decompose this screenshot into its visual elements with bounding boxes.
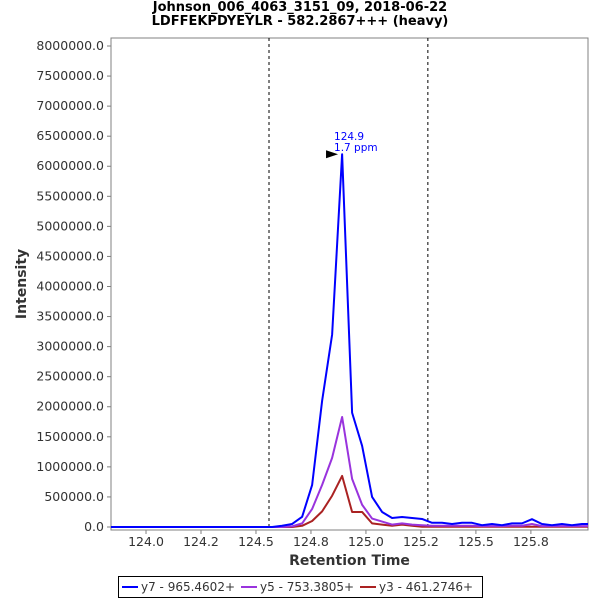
y-tick-label: 5000000.0 — [36, 218, 104, 233]
y-tick-label: 1000000.0 — [36, 459, 104, 474]
x-tick-label: 125.0 — [348, 534, 384, 549]
x-tick-label: 124.5 — [238, 534, 274, 549]
y-tick-label: 500000.0 — [44, 489, 104, 504]
y-tick-label: 6500000.0 — [36, 128, 104, 143]
x-tick-label: 124.2 — [183, 534, 219, 549]
x-axis-label: Retention Time — [289, 553, 410, 569]
y-tick-label: 4500000.0 — [36, 248, 104, 263]
x-tick-label: 125.8 — [513, 534, 549, 549]
y-axis-label: Intensity — [14, 249, 30, 319]
y-tick-label: 2000000.0 — [36, 399, 104, 414]
plot-frame — [110, 37, 589, 531]
y-tick-label: 3000000.0 — [36, 339, 104, 354]
x-tick-label: 125.2 — [403, 534, 439, 549]
legend-item: y7 - 965.4602+ — [122, 580, 235, 594]
y-tick-label: 5500000.0 — [36, 188, 104, 203]
y-tick-label: 8000000.0 — [36, 38, 104, 53]
legend: y7 - 965.4602+ y5 - 753.3805+ y3 - 461.274… — [118, 576, 484, 598]
x-tick-label: 125.5 — [458, 534, 494, 549]
y-tick-label: 0.0 — [84, 519, 104, 534]
y-tick-label: 7000000.0 — [36, 98, 104, 113]
legend-item: y5 - 753.3805+ — [241, 580, 354, 594]
y-tick-label: 6000000.0 — [36, 158, 104, 173]
peak-rt-label: 124.9 — [334, 131, 364, 143]
legend-swatch — [360, 586, 377, 588]
x-tick-label: 124.8 — [293, 534, 329, 549]
chart-title-line2: LDFFEKPDYEYLR - 582.2867+++ (heavy) — [151, 14, 449, 29]
legend-label: y5 - 753.3805+ — [260, 580, 355, 594]
legend-swatch — [241, 586, 258, 588]
peak-ppm-label: 1.7 ppm — [334, 142, 378, 154]
y-tick-label: 2500000.0 — [36, 369, 104, 384]
x-tick-label: 124.0 — [128, 534, 164, 549]
chart-title-line1: Johnson_006_4063_3151_09, 2018-06-22 — [152, 0, 448, 15]
y-tick-label: 1500000.0 — [36, 429, 104, 444]
y-tick-label: 3500000.0 — [36, 309, 104, 324]
y-tick-label: 4000000.0 — [36, 278, 104, 293]
legend-item: y3 - 461.2746+ — [360, 580, 473, 594]
legend-swatch — [122, 586, 138, 588]
peak-marker-arrow-icon — [326, 150, 339, 159]
legend-label: y7 - 965.4602+ — [141, 580, 236, 594]
legend-label: y3 - 461.2746+ — [379, 580, 474, 594]
y-tick-label: 7500000.0 — [36, 68, 104, 83]
